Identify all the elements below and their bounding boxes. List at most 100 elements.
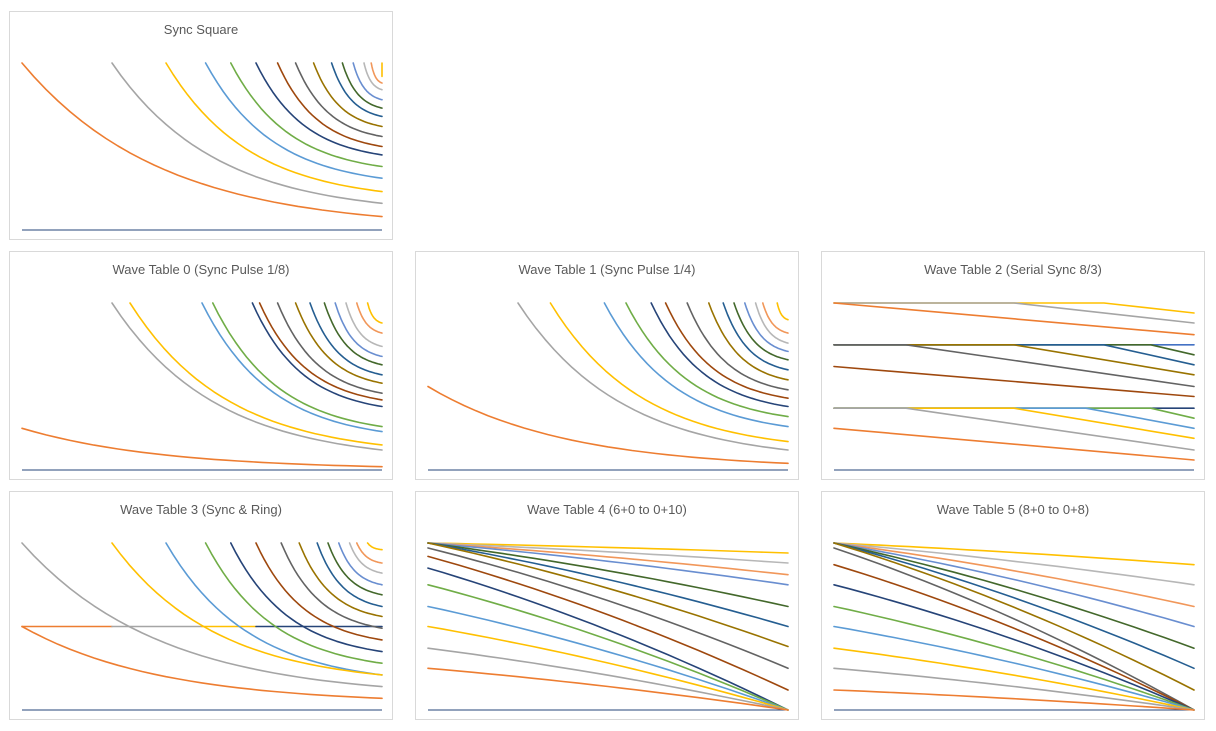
series-line-15 — [427, 385, 789, 465]
chart-plot — [21, 542, 383, 711]
series-line-8 — [833, 344, 1195, 388]
series-line-10 — [230, 542, 383, 653]
chart-panel-wave-table-0: Wave Table 0 (Sync Pulse 1/8) — [9, 251, 393, 480]
series-line-13 — [165, 62, 383, 193]
series-line-2 — [356, 542, 383, 564]
series-line-2 — [833, 542, 1195, 586]
series-line-8 — [276, 302, 383, 394]
series-line-14 — [21, 542, 383, 688]
chart-title: Wave Table 1 (Sync Pulse 1/4) — [518, 262, 696, 277]
chart-plot — [21, 62, 383, 231]
chart-panel-wave-table-4: Wave Table 4 (6+0 to 0+10) — [415, 491, 799, 720]
series-line-9 — [664, 302, 789, 399]
series-line-4 — [352, 62, 383, 101]
series-line-2 — [762, 302, 789, 334]
series-line-2 — [833, 302, 1195, 324]
series-line-11 — [204, 542, 383, 664]
series-line-6 — [833, 542, 1195, 670]
series-line-11 — [833, 407, 1195, 419]
series-line-3 — [348, 542, 383, 574]
chart-panel-wave-table-1: Wave Table 1 (Sync Pulse 1/4) — [415, 251, 799, 480]
series-line-15 — [21, 427, 383, 468]
series-line-11 — [833, 605, 1195, 711]
series-line-12 — [165, 542, 383, 676]
series-line-14 — [517, 302, 789, 451]
series-line-14 — [111, 302, 383, 451]
series-line-10 — [251, 302, 383, 408]
series-line-9 — [833, 563, 1195, 711]
series-line-7 — [708, 302, 789, 381]
series-line-3 — [833, 542, 1195, 608]
series-line-5 — [327, 542, 383, 596]
series-line-9 — [258, 302, 383, 401]
series-line-14 — [833, 667, 1195, 711]
series-line-8 — [280, 542, 383, 629]
chart-title: Wave Table 2 (Serial Sync 8/3) — [924, 262, 1102, 277]
chart-title: Wave Table 3 (Sync & Ring) — [120, 502, 282, 517]
chart-panel-wave-table-5: Wave Table 5 (8+0 to 0+8) — [821, 491, 1205, 720]
series-line-8 — [294, 62, 383, 138]
series-line-7 — [312, 62, 383, 128]
chart-panel-wave-table-2: Wave Table 2 (Serial Sync 8/3) — [821, 251, 1205, 480]
series-line-15 — [21, 62, 383, 218]
series-line-15 — [21, 625, 383, 700]
series-line-7 — [294, 302, 383, 384]
series-line-7 — [427, 542, 789, 648]
series-line-3 — [754, 302, 789, 344]
series-line-5 — [833, 542, 1195, 649]
series-line-12 — [603, 302, 789, 428]
series-line-13 — [549, 302, 789, 443]
series-line-1 — [427, 542, 789, 554]
series-line-4 — [427, 542, 789, 586]
series-line-14 — [833, 407, 1195, 451]
series-line-2 — [370, 62, 383, 84]
series-line-8 — [427, 547, 789, 670]
series-line-15 — [427, 667, 789, 711]
series-line-12 — [833, 407, 1195, 430]
series-line-12 — [427, 605, 789, 711]
series-line-6 — [330, 62, 383, 118]
series-line-5 — [341, 62, 383, 109]
series-line-1 — [366, 542, 383, 551]
series-line-8 — [833, 547, 1195, 711]
chart-plot — [833, 302, 1195, 471]
series-line-5 — [733, 302, 789, 361]
series-line-6 — [833, 344, 1195, 366]
chart-plot — [427, 542, 789, 711]
series-line-12 — [201, 302, 383, 433]
chart-plot — [21, 302, 383, 471]
series-line-4 — [744, 302, 789, 353]
series-line-1 — [366, 302, 383, 324]
series-line-11 — [212, 302, 383, 428]
series-line-1 — [776, 302, 789, 321]
series-line-1 — [833, 542, 1195, 566]
chart-title: Wave Table 4 (6+0 to 0+10) — [527, 502, 687, 517]
series-line-5 — [323, 302, 383, 366]
series-line-2 — [427, 542, 789, 564]
series-line-9 — [276, 62, 383, 148]
series-line-3 — [427, 542, 789, 576]
series-line-7 — [298, 542, 383, 618]
chart-title: Wave Table 0 (Sync Pulse 1/8) — [112, 262, 290, 277]
chart-panel-wave-table-3: Wave Table 3 (Sync & Ring) — [9, 491, 393, 720]
series-line-15 — [833, 427, 1195, 461]
series-line-9 — [833, 365, 1195, 398]
chart-panel-sync-square: Sync Square — [9, 11, 393, 240]
series-line-15 — [833, 689, 1195, 711]
series-line-6 — [722, 302, 789, 371]
chart-plot — [427, 302, 789, 471]
series-line-10 — [427, 567, 789, 711]
series-line-2 — [356, 302, 383, 334]
series-line-13 — [427, 625, 789, 711]
series-line-3 — [345, 302, 383, 348]
chart-title: Sync Square — [163, 22, 239, 37]
series-line-6 — [309, 302, 383, 376]
series-line-7 — [833, 542, 1195, 691]
series-line-13 — [111, 542, 383, 676]
series-line-6 — [427, 542, 789, 628]
series-line-8 — [686, 302, 789, 391]
chart-plot — [833, 542, 1195, 711]
series-line-5 — [427, 542, 789, 608]
series-line-11 — [625, 302, 789, 418]
series-line-4 — [833, 542, 1195, 628]
